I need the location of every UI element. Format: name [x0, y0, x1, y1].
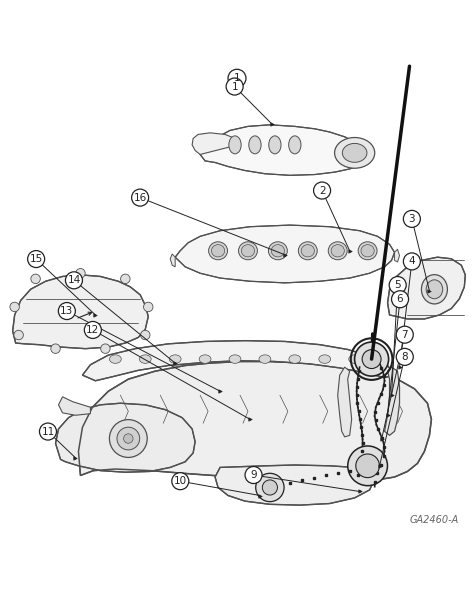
Circle shape [100, 344, 110, 353]
Circle shape [392, 291, 409, 307]
Text: GA2460-A: GA2460-A [410, 515, 459, 525]
Ellipse shape [358, 242, 377, 260]
Circle shape [10, 302, 19, 312]
Circle shape [117, 427, 140, 450]
Polygon shape [79, 362, 431, 482]
Ellipse shape [268, 242, 287, 260]
Ellipse shape [269, 136, 281, 154]
Ellipse shape [319, 355, 331, 363]
Polygon shape [388, 257, 465, 319]
Polygon shape [192, 133, 238, 154]
Ellipse shape [335, 137, 375, 168]
Ellipse shape [331, 244, 344, 257]
Circle shape [228, 70, 246, 87]
Circle shape [39, 423, 56, 440]
Circle shape [314, 182, 330, 199]
Circle shape [58, 303, 75, 320]
Polygon shape [384, 367, 400, 435]
Circle shape [403, 253, 420, 270]
Text: 15: 15 [29, 254, 43, 264]
Text: 12: 12 [86, 325, 100, 335]
Circle shape [51, 344, 60, 353]
Polygon shape [200, 125, 372, 176]
Circle shape [84, 322, 101, 339]
Circle shape [144, 302, 153, 312]
Circle shape [256, 474, 284, 502]
Polygon shape [175, 225, 394, 283]
Circle shape [141, 330, 150, 340]
Ellipse shape [169, 355, 181, 363]
Text: 9: 9 [250, 470, 257, 480]
Circle shape [27, 250, 45, 267]
Text: 13: 13 [60, 306, 73, 316]
Circle shape [226, 78, 243, 95]
Circle shape [65, 272, 82, 289]
Polygon shape [55, 403, 195, 472]
Polygon shape [58, 397, 91, 415]
Circle shape [76, 269, 85, 278]
Polygon shape [394, 249, 400, 262]
Circle shape [14, 330, 23, 340]
Ellipse shape [421, 274, 447, 304]
Text: 5: 5 [394, 280, 401, 290]
Ellipse shape [109, 355, 121, 363]
Text: 4: 4 [409, 256, 415, 266]
Polygon shape [337, 367, 352, 437]
Ellipse shape [209, 242, 228, 260]
Ellipse shape [301, 244, 314, 257]
Circle shape [355, 342, 389, 376]
Ellipse shape [361, 244, 374, 257]
Polygon shape [13, 275, 148, 349]
Ellipse shape [238, 242, 257, 260]
Ellipse shape [376, 355, 387, 363]
Text: 1: 1 [231, 81, 238, 91]
Circle shape [396, 326, 413, 343]
Ellipse shape [229, 355, 241, 363]
Polygon shape [82, 340, 394, 380]
Text: 11: 11 [41, 426, 55, 436]
Text: 6: 6 [397, 294, 403, 305]
Circle shape [120, 274, 130, 283]
Text: 16: 16 [134, 193, 147, 203]
Circle shape [109, 419, 147, 458]
Ellipse shape [211, 244, 225, 257]
Text: 7: 7 [401, 330, 408, 340]
Text: 1: 1 [234, 73, 240, 83]
Ellipse shape [271, 244, 284, 257]
Text: 14: 14 [67, 275, 81, 285]
Ellipse shape [328, 242, 347, 260]
Ellipse shape [289, 355, 301, 363]
Text: 2: 2 [319, 186, 325, 196]
Polygon shape [170, 254, 175, 267]
Circle shape [31, 274, 40, 283]
Ellipse shape [426, 280, 443, 299]
Ellipse shape [298, 242, 317, 260]
Ellipse shape [249, 136, 261, 154]
Circle shape [245, 466, 262, 484]
Circle shape [348, 446, 387, 486]
Ellipse shape [241, 244, 255, 257]
Circle shape [262, 480, 277, 495]
Circle shape [403, 210, 420, 227]
Circle shape [362, 350, 381, 369]
Circle shape [132, 189, 149, 206]
Polygon shape [215, 465, 374, 505]
Circle shape [396, 348, 413, 365]
Ellipse shape [139, 355, 151, 363]
Text: 10: 10 [174, 476, 187, 486]
Circle shape [389, 277, 406, 293]
Ellipse shape [349, 355, 361, 363]
Text: 3: 3 [409, 214, 415, 224]
Text: 8: 8 [401, 352, 408, 362]
Ellipse shape [342, 144, 367, 163]
Circle shape [356, 454, 379, 478]
Ellipse shape [229, 136, 241, 154]
Circle shape [172, 473, 189, 489]
Ellipse shape [289, 136, 301, 154]
Circle shape [124, 434, 133, 444]
Ellipse shape [199, 355, 211, 363]
Ellipse shape [259, 355, 271, 363]
